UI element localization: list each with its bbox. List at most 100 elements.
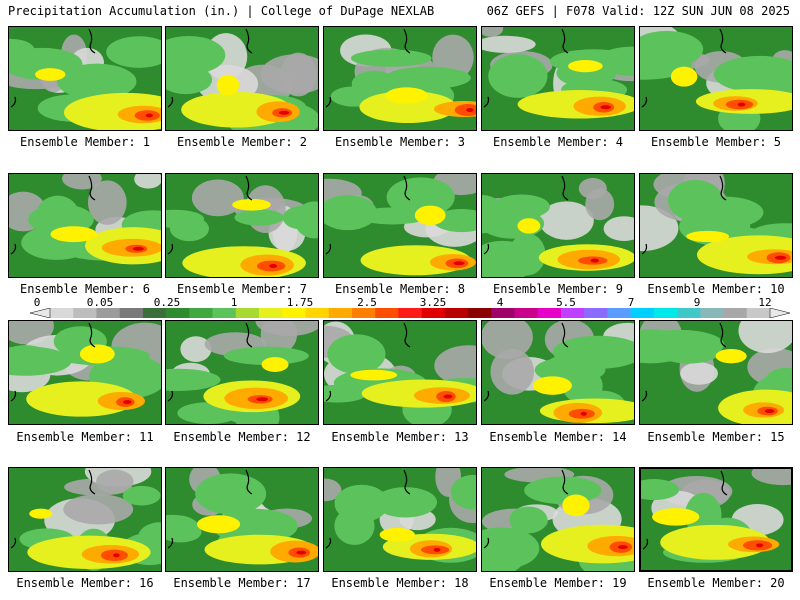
moderate-precip-area — [216, 74, 240, 96]
heavy-precip-max — [433, 547, 441, 552]
heavy-precip-max — [600, 105, 612, 110]
moderate-precip-area — [686, 230, 730, 243]
light-precip-area — [482, 195, 505, 234]
ensemble-map-panel[interactable] — [8, 26, 162, 131]
coastline — [325, 390, 332, 402]
colorbar-tick-label: 1 — [230, 296, 238, 309]
colorbar-swatch — [119, 308, 144, 318]
ensemble-map-panel[interactable] — [8, 173, 162, 278]
light-precip-area — [282, 205, 318, 230]
moderate-precip-area — [196, 515, 241, 534]
precipitation-map — [482, 321, 634, 424]
ensemble-map-panel[interactable] — [639, 467, 793, 572]
moderate-precip-band — [696, 235, 792, 275]
colorbar-swatch — [50, 308, 74, 318]
ensemble-member-label: Ensemble Member: 9 — [492, 282, 624, 296]
moderate-precip-area — [35, 68, 66, 81]
moderate-precip-area — [261, 357, 289, 372]
lake-outline — [88, 28, 96, 54]
colorbar-swatch — [653, 308, 678, 318]
precipitation-map — [324, 468, 476, 571]
precipitation-map — [9, 174, 161, 277]
ensemble-map-panel[interactable] — [639, 320, 793, 425]
low-precip-area — [482, 35, 536, 53]
colorbar-tick-label: 9 — [693, 296, 701, 309]
ensemble-map-panel[interactable] — [165, 467, 319, 572]
heavy-precip-max — [774, 255, 787, 260]
coastline — [325, 537, 332, 549]
ensemble-member-label: Ensemble Member: 16 — [16, 576, 154, 590]
coastline — [641, 96, 648, 108]
colorbar-swatch — [142, 308, 167, 318]
precipitation-map — [166, 321, 318, 424]
lake-outline — [88, 175, 96, 201]
precipitation-map — [166, 174, 318, 277]
low-precip-area — [603, 216, 634, 241]
ensemble-member-label: Ensemble Member: 4 — [492, 135, 624, 149]
ensemble-map-panel[interactable] — [8, 467, 162, 572]
moderate-precip-area — [568, 60, 603, 73]
ensemble-map-panel[interactable] — [639, 173, 793, 278]
moderate-precip-area — [715, 348, 747, 364]
ensemble-map-panel[interactable] — [165, 320, 319, 425]
lake-outline — [245, 322, 253, 348]
low-precip-area — [738, 321, 792, 354]
ensemble-member-label: Ensemble Member: 15 — [647, 430, 785, 444]
lake-outline — [720, 470, 728, 496]
ensemble-map-panel[interactable] — [323, 26, 477, 131]
light-precip-area — [334, 484, 389, 523]
light-precip-area — [327, 334, 386, 374]
colorbar-min-arrow — [30, 308, 51, 318]
light-precip-area — [713, 55, 792, 93]
ensemble-map-panel[interactable] — [165, 26, 319, 131]
lake-outline — [719, 322, 727, 348]
model-run-info: 06Z GEFS | F078 Valid: 12Z SUN JUN 08 20… — [486, 4, 790, 18]
moderate-precip-area — [651, 508, 700, 526]
colorbar-tick-label: 4 — [496, 296, 504, 309]
heavy-precip-max — [296, 550, 307, 555]
ensemble-map-panel[interactable] — [481, 26, 635, 131]
ensemble-map-panel[interactable] — [165, 173, 319, 278]
ensemble-map-panel[interactable] — [481, 320, 635, 425]
low-precip-area — [539, 201, 594, 240]
ensemble-map-panel[interactable] — [323, 467, 477, 572]
ensemble-member-label: Ensemble Member: 17 — [173, 576, 311, 590]
precipitation-map — [166, 27, 318, 130]
moderate-precip-area — [385, 87, 428, 104]
light-precip-area — [524, 476, 602, 505]
ensemble-member-label: Ensemble Member: 2 — [176, 135, 308, 149]
ensemble-map-panel[interactable] — [8, 320, 162, 425]
moderate-precip-area — [79, 344, 115, 364]
light-precip-area — [482, 527, 540, 570]
heavy-precip-max — [590, 258, 599, 263]
colorbar-swatch — [444, 308, 469, 318]
low-precip-area — [482, 321, 533, 359]
precipitation-map — [324, 174, 476, 277]
ensemble-map-panel[interactable] — [481, 467, 635, 572]
colorbar-swatch — [96, 308, 120, 318]
ensemble-map-panel[interactable] — [481, 173, 635, 278]
ensemble-member-label: Ensemble Member: 1 — [19, 135, 151, 149]
precipitation-map — [9, 468, 161, 571]
coastline — [325, 243, 332, 255]
coastline — [642, 538, 649, 550]
ensemble-map-panel[interactable] — [323, 173, 477, 278]
light-precip-area — [106, 36, 161, 68]
coastline — [167, 96, 174, 108]
colorbar-swatch — [305, 308, 330, 318]
moderate-precip-area — [50, 226, 98, 243]
low-precip-area — [324, 478, 342, 502]
ensemble-member-label: Ensemble Member: 6 — [19, 282, 151, 296]
heavy-precip-max — [122, 400, 132, 405]
precipitation-colorbar — [30, 308, 790, 318]
moderate-precip-area — [517, 218, 541, 234]
colorbar-swatch — [700, 308, 724, 318]
coastline — [167, 243, 174, 255]
colorbar-swatch — [677, 308, 701, 318]
moderate-precip-area — [232, 198, 271, 211]
colorbar-swatch — [607, 308, 631, 318]
ensemble-map-panel[interactable] — [323, 320, 477, 425]
coastline — [483, 96, 490, 108]
light-precip-area — [656, 337, 721, 364]
ensemble-map-panel[interactable] — [639, 26, 793, 131]
